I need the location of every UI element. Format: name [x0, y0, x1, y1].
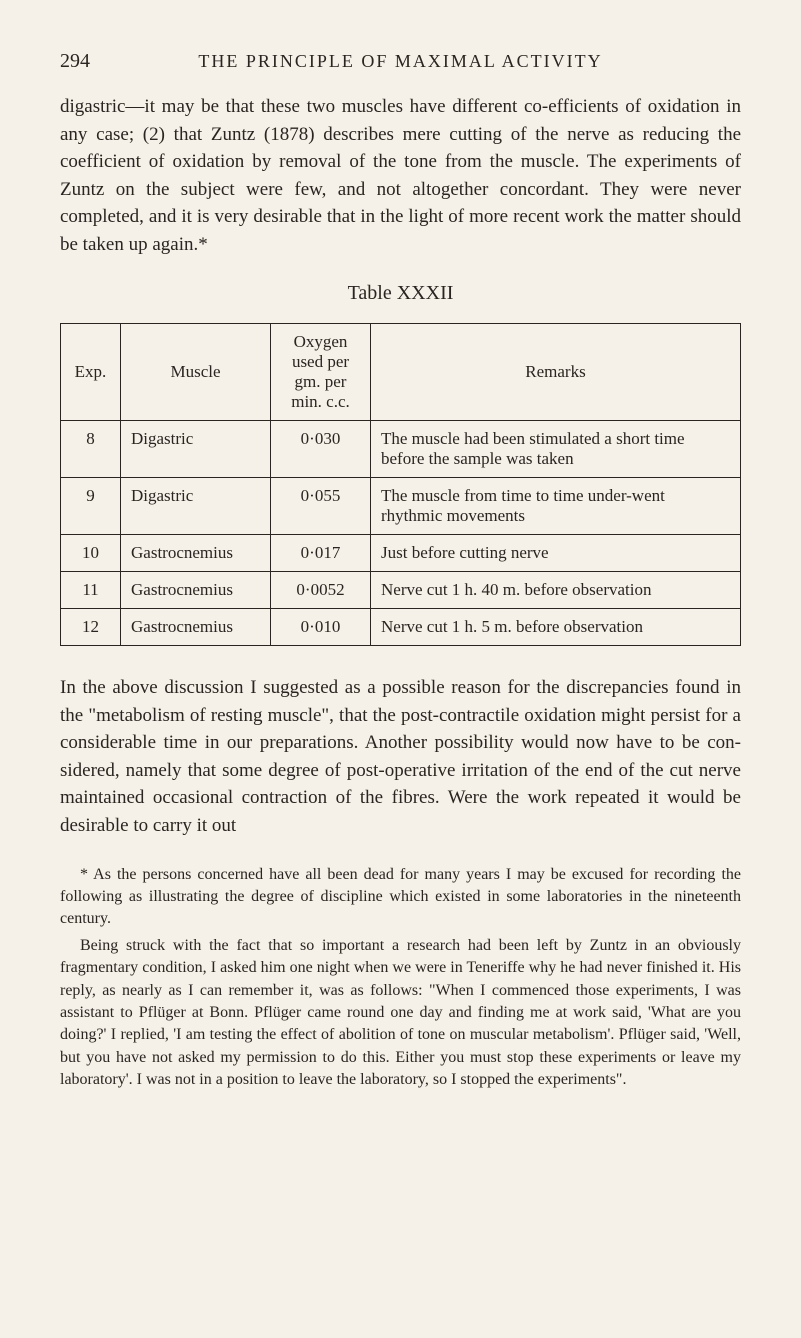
footnote: * As the persons concerned have all been…	[60, 864, 741, 1092]
cell-remarks: Nerve cut 1 h. 5 m. before observation	[371, 609, 741, 646]
cell-muscle: Gastrocnemius	[121, 535, 271, 572]
cell-oxygen: 0·055	[271, 478, 371, 535]
table-row: 8 Digastric 0·030 The muscle had been st…	[61, 421, 741, 478]
cell-muscle: Gastrocnemius	[121, 572, 271, 609]
cell-remarks: Nerve cut 1 h. 40 m. before observation	[371, 572, 741, 609]
page-header: 294 THE PRINCIPLE OF MAXIMAL ACTIVITY	[60, 50, 741, 73]
paragraph-1: digastric—it may be that these two muscl…	[60, 93, 741, 258]
table-row: 9 Digastric 0·055 The muscle from time t…	[61, 478, 741, 535]
cell-oxygen: 0·017	[271, 535, 371, 572]
table-header-row: Exp. Muscle Oxygen used per gm. per min.…	[61, 324, 741, 421]
cell-exp: 9	[61, 478, 121, 535]
table-title: Table XXXII	[60, 282, 741, 305]
header-muscle: Muscle	[121, 324, 271, 421]
cell-oxygen: 0·010	[271, 609, 371, 646]
cell-muscle: Gastrocnemius	[121, 609, 271, 646]
cell-exp: 8	[61, 421, 121, 478]
cell-exp: 12	[61, 609, 121, 646]
cell-remarks: The muscle from time to time under-went …	[371, 478, 741, 535]
cell-muscle: Digastric	[121, 478, 271, 535]
paragraph-2: In the above discussion I suggested as a…	[60, 674, 741, 839]
cell-oxygen: 0·030	[271, 421, 371, 478]
header-oxygen: Oxygen used per gm. per min. c.c.	[271, 324, 371, 421]
header-remarks: Remarks	[371, 324, 741, 421]
cell-remarks: Just before cutting nerve	[371, 535, 741, 572]
cell-oxygen: 0·0052	[271, 572, 371, 609]
table-row: 11 Gastrocnemius 0·0052 Nerve cut 1 h. 4…	[61, 572, 741, 609]
table-row: 12 Gastrocnemius 0·010 Nerve cut 1 h. 5 …	[61, 609, 741, 646]
cell-remarks: The muscle had been stimulated a short t…	[371, 421, 741, 478]
cell-exp: 11	[61, 572, 121, 609]
page-title: THE PRINCIPLE OF MAXIMAL ACTIVITY	[60, 51, 741, 72]
data-table: Exp. Muscle Oxygen used per gm. per min.…	[60, 323, 741, 646]
footnote-para-1: * As the persons concerned have all been…	[60, 864, 741, 931]
table-row: 10 Gastrocnemius 0·017 Just before cutti…	[61, 535, 741, 572]
cell-exp: 10	[61, 535, 121, 572]
cell-muscle: Digastric	[121, 421, 271, 478]
footnote-para-2: Being struck with the fact that so impor…	[60, 935, 741, 1092]
header-exp: Exp.	[61, 324, 121, 421]
